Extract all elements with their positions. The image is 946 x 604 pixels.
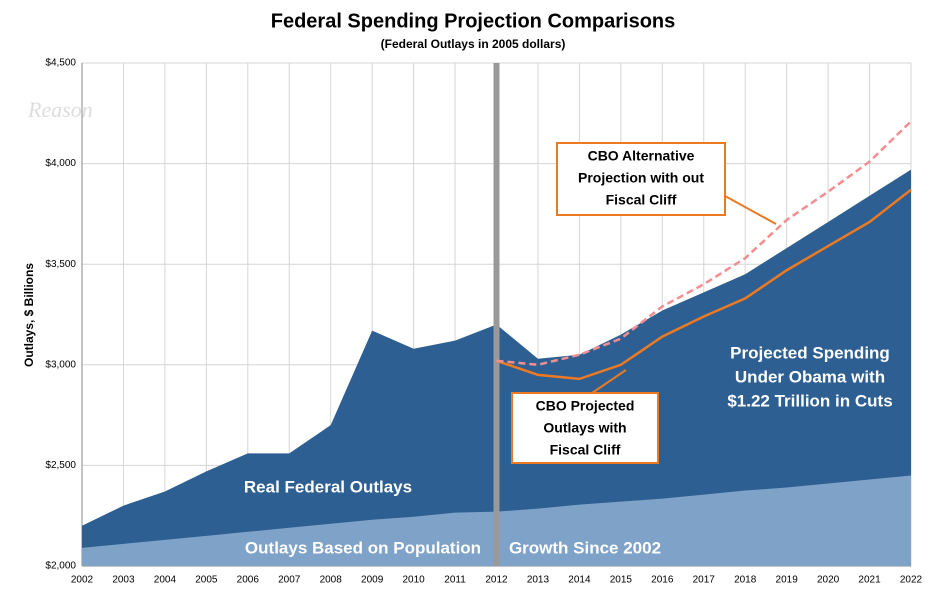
x-tick-label: 2014: [568, 575, 591, 586]
x-tick-label: 2018: [734, 575, 757, 586]
x-tick-label: 2006: [237, 575, 260, 586]
x-tick-label: 2020: [817, 575, 840, 586]
projection-label: $1.22 Trillion in Cuts: [727, 391, 892, 410]
y-tick-label: $3,000: [45, 359, 76, 370]
area-label: Growth Since 2002: [509, 538, 661, 557]
x-tick-label: 2013: [527, 575, 550, 586]
x-tick-label: 2015: [610, 575, 633, 586]
callout-text: Projection with out: [578, 170, 704, 186]
callout-box: [511, 392, 659, 464]
line: [496, 120, 912, 367]
x-tick-label: 2017: [693, 575, 716, 586]
y-tick-label: $2,500: [45, 460, 76, 471]
x-tick-label: 2002: [71, 575, 94, 586]
x-tick-label: 2003: [112, 575, 135, 586]
plot: [82, 63, 911, 567]
x-tick-label: 2012: [485, 575, 508, 586]
area-label: Real Federal Outlays: [244, 477, 412, 496]
line: [496, 188, 912, 381]
watermark: Reason: [27, 97, 93, 122]
callout-text: Fiscal Cliff: [550, 442, 621, 458]
x-tick-label: 2010: [402, 575, 425, 586]
y-axis-label: Outlays, $ Billions: [22, 263, 36, 367]
callout-text: CBO Projected: [536, 398, 635, 414]
x-tick-label: 2004: [154, 575, 177, 586]
x-tick-label: 2022: [900, 575, 923, 586]
callout-arrow: [724, 195, 777, 225]
x-tick-label: 2005: [195, 575, 218, 586]
x-tick-label: 2009: [361, 575, 384, 586]
y-tick-label: $4,000: [45, 158, 76, 169]
x-tick-label: 2016: [651, 575, 674, 586]
overlay: [496, 120, 912, 381]
y-tick-label: $2,000: [45, 561, 76, 572]
x-tick-label: 2007: [278, 575, 301, 586]
projection-label: Under Obama with: [735, 367, 885, 386]
y-tick-label: $3,500: [45, 259, 76, 270]
callout-text: Outlays with: [543, 420, 626, 436]
projection-label: Projected Spending: [730, 343, 890, 362]
y-tick-label: $4,500: [45, 58, 76, 69]
x-tick-label: 2011: [444, 575, 466, 586]
x-tick-label: 2021: [858, 575, 881, 586]
chart-subtitle: (Federal Outlays in 2005 dollars): [381, 37, 566, 51]
area-label: Outlays Based on Population: [245, 538, 481, 557]
divider: [493, 63, 500, 566]
x-tick-label: 2019: [776, 575, 799, 586]
callout-text: Fiscal Cliff: [606, 192, 677, 208]
x-tick-label: 2008: [320, 575, 343, 586]
callout-text: CBO Alternative: [588, 148, 695, 164]
callout-arrow: [591, 369, 627, 394]
callout-box: [556, 142, 726, 216]
chart-title: Federal Spending Projection Comparisons: [271, 10, 676, 32]
